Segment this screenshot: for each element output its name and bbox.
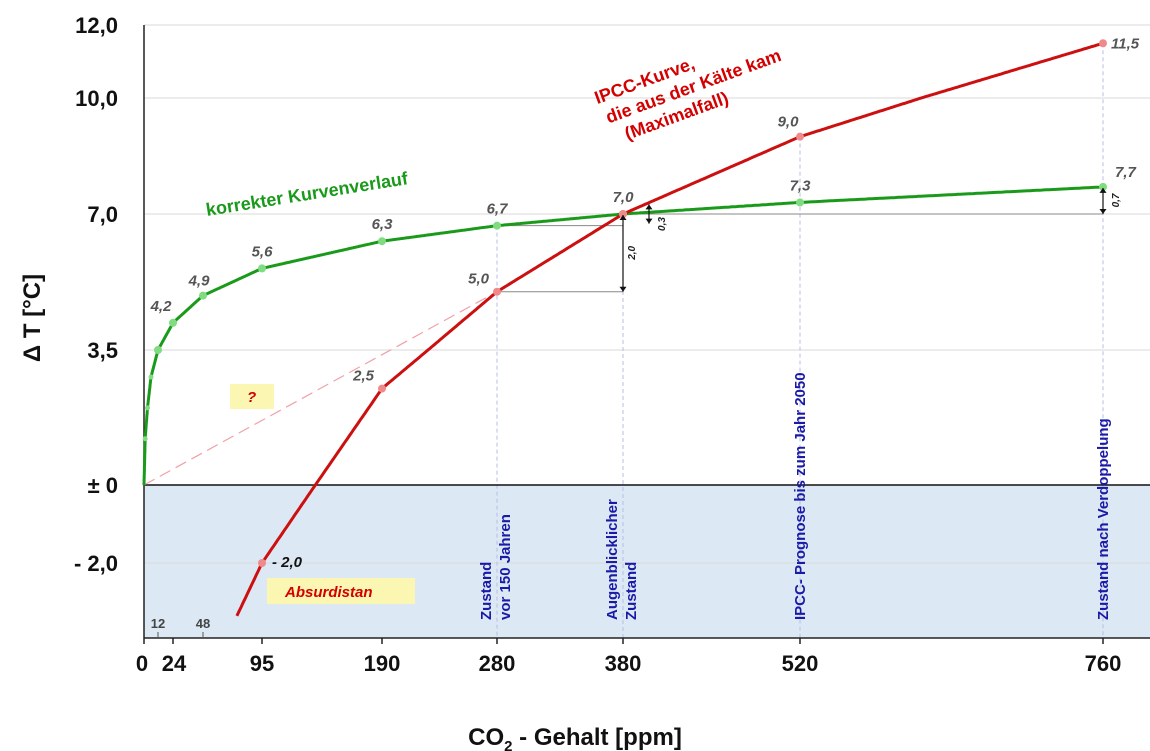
difference-label: 2,0 (627, 245, 638, 260)
difference-label: 0,7 (1111, 193, 1122, 207)
y-tick-label: 7,0 (87, 202, 118, 227)
vertical-marker-label-line1: IPCC- Prognose bis zum Jahr 2050 (792, 372, 809, 620)
green-point-minor (142, 436, 148, 442)
x-axis-title: CO2 - Gehalt [ppm] (468, 724, 682, 751)
red-point (1099, 39, 1107, 48)
vertical-marker-label: Zustand nach Verdoppelung (1095, 418, 1112, 620)
difference-label: 0,3 (657, 217, 668, 231)
x-axis-title-co: CO (468, 724, 504, 751)
question-box (230, 384, 274, 409)
green-data-label: 6,7 (487, 201, 509, 218)
red-point (378, 384, 386, 393)
negative-region (144, 485, 1150, 638)
red-data-label: 2,5 (352, 368, 375, 385)
absurdistan-label: Absurdistan (284, 584, 373, 601)
green-point (796, 198, 804, 207)
vertical-marker-label-line2: Zustand (623, 562, 640, 620)
negative-region-layer (144, 485, 1150, 638)
difference-arrow-03-tail (645, 218, 653, 224)
green-point (258, 264, 266, 273)
x-minor-tick-label: 12 (151, 616, 165, 631)
green-point (169, 318, 177, 327)
y-tick-label: 10,0 (75, 86, 118, 111)
y-axis-title: Δ T [°C] (19, 274, 46, 362)
x-tick-label: 190 (364, 651, 401, 676)
x-minor-tick-label: 48 (196, 616, 210, 631)
difference-label-text: 0,3 (657, 217, 668, 231)
x-tick-label: 0 (136, 651, 148, 676)
green-point (154, 346, 162, 354)
green-point-minor (148, 374, 154, 380)
green-data-label: 5,6 (252, 243, 274, 260)
difference-arrow-07-tail (1099, 209, 1107, 214)
green-data-label: 4,9 (188, 273, 211, 290)
red-point (796, 132, 804, 141)
vertical-marker-label: Augenblicklicher Zustand (604, 499, 640, 620)
y-tick-label: - 2,0 (74, 551, 118, 576)
red-data-label: 5,0 (468, 271, 490, 288)
question-label: ? (247, 389, 256, 406)
red-data-label: 9,0 (778, 114, 800, 131)
difference-arrow-2-tail (619, 286, 627, 292)
x-tick-label: 24 (162, 651, 187, 676)
green-data-label: 7,3 (790, 177, 812, 194)
difference-arrow-2-head (619, 215, 627, 220)
x-tick-label: 520 (782, 651, 819, 676)
green-data-label: 6,3 (372, 216, 394, 233)
vertical-marker-label: IPCC- Prognose bis zum Jahr 2050 (792, 372, 809, 620)
x-tick-label: 380 (605, 651, 642, 676)
vertical-marker-label-line2: vor 150 Jahren (497, 514, 514, 620)
difference-label-text: 2,0 (627, 245, 638, 260)
question-guide-line (143, 291, 498, 486)
green-data-label: 4,2 (150, 298, 173, 315)
absurdistan-box (267, 578, 415, 604)
y-axis-title-text: Δ T [°C] (19, 274, 46, 362)
x-tick-label: 280 (479, 651, 516, 676)
vertical-marker-label-line1: Zustand (478, 562, 495, 620)
series-layer (142, 39, 1107, 617)
x-tick-label: 760 (1085, 651, 1122, 676)
red-point (258, 559, 266, 567)
x-axis-title-sub: 2 (504, 738, 512, 751)
labels-layer: Zustand vor 150 Jahren Augenblicklicher Zus… (150, 35, 1140, 620)
green-data-label: 7,7 (1115, 164, 1137, 181)
green-data-label: 7,0 (613, 189, 635, 206)
axes-layer: 12,0 10,0 7,0 3,5 ± 0 - 2,0 0 24 95 190 280 380 520 7… (74, 13, 1150, 676)
gridlines-layer (144, 24, 1150, 638)
red-data-label: - 2,0 (272, 554, 303, 571)
green-point (493, 221, 501, 230)
difference-arrow-07-head (1099, 187, 1107, 193)
red-data-label: 11,5 (1111, 35, 1140, 52)
difference-label-text: 0,7 (1111, 193, 1122, 207)
vertical-marker-label-line1: Zustand nach Verdoppelung (1095, 418, 1112, 620)
red-point (619, 210, 627, 218)
y-tick-label: ± 0 (88, 473, 118, 498)
green-point (199, 291, 207, 300)
green-point-minor (145, 405, 150, 411)
red-series-label: IPCC-Kurve, die aus der Kälte kam (Maxim… (592, 45, 784, 144)
green-series-label: korrekter Kurvenverlauf (204, 168, 410, 220)
difference-arrow-03-head (645, 204, 653, 210)
y-tick-label: 12,0 (75, 13, 118, 38)
x-tick-label: 95 (250, 651, 274, 676)
y-tick-label: 3,5 (87, 338, 118, 363)
green-point (1099, 182, 1107, 191)
green-point (378, 237, 386, 246)
vertical-marker-label-line1: Augenblicklicher (604, 499, 621, 620)
red-point (493, 287, 501, 296)
vertical-marker-label: Zustand vor 150 Jahren (478, 514, 514, 620)
x-axis-title-rest: - Gehalt [ppm] (513, 724, 682, 751)
